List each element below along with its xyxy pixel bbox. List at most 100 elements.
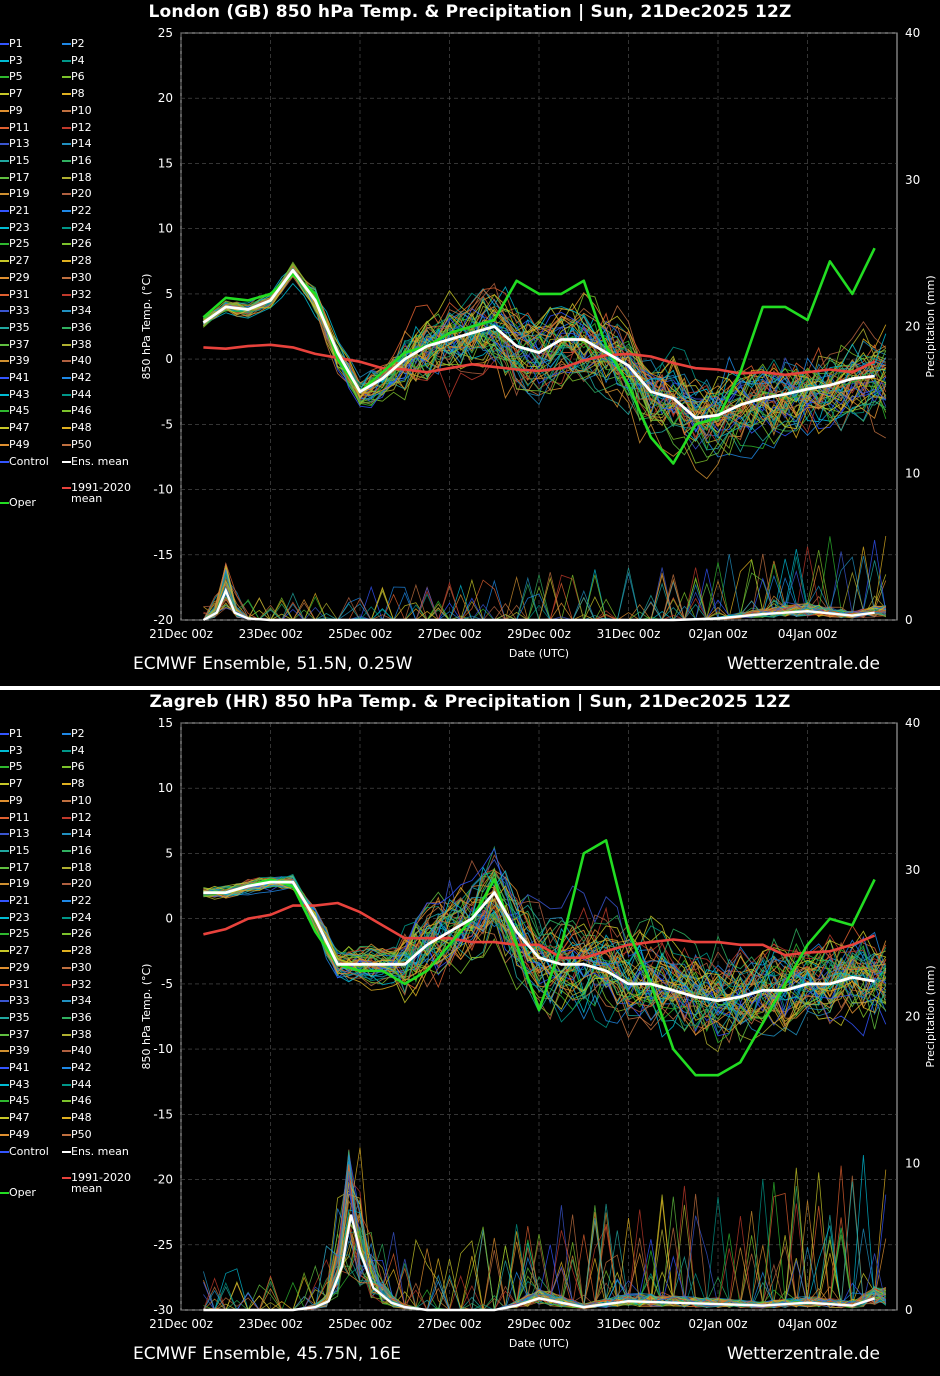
y-tick-label: 0 <box>165 912 173 926</box>
y-tick-label: -5 <box>161 977 173 991</box>
y-tick-label: 25 <box>158 26 173 40</box>
legend-swatch <box>0 326 9 329</box>
x-tick-label: 04Jan 00z <box>778 627 837 641</box>
legend-item: P4 <box>71 53 85 67</box>
y-tick-label: -10 <box>153 1042 173 1056</box>
legend-swatch <box>62 1150 71 1153</box>
legend-swatch <box>62 733 71 735</box>
legend-swatch <box>62 176 71 179</box>
y-tick-label: -20 <box>153 613 173 627</box>
legend-item: P41 <box>9 1061 30 1074</box>
ensemble-precip-line <box>203 1164 886 1311</box>
legend-swatch <box>62 1016 71 1019</box>
legend-swatch <box>0 1117 9 1120</box>
legend-item: P24 <box>71 220 92 234</box>
legend-item: P32 <box>71 977 92 991</box>
x-tick-label: 31Dec 00z <box>597 627 661 641</box>
chart-title: London (GB) 850 hPa Temp. & Precipitatio… <box>148 2 792 22</box>
legend-swatch <box>0 966 9 969</box>
legend-item: P30 <box>71 270 92 284</box>
legend-item: Oper <box>9 496 36 510</box>
ensemble-member-line <box>203 879 887 1044</box>
legend-item: P37 <box>9 1027 30 1041</box>
legend-swatch <box>0 226 9 229</box>
legend-swatch <box>0 59 9 62</box>
legend-swatch <box>62 326 71 329</box>
legend-swatch <box>0 749 9 752</box>
legend-swatch <box>0 460 9 463</box>
legend-swatch <box>0 143 9 146</box>
legend-item: P6 <box>71 760 85 774</box>
x-tick-label: 27Dec 00z <box>418 627 482 641</box>
legend-swatch <box>0 950 9 953</box>
legend-item: P45 <box>9 1094 30 1108</box>
legend-swatch <box>0 916 9 919</box>
legend-item: P11 <box>9 120 30 134</box>
legend-item: Oper <box>9 1186 36 1200</box>
legend-item: P21 <box>9 204 30 217</box>
legend-swatch <box>62 293 71 296</box>
y2-axis-label: Precipitation (mm) <box>924 275 937 377</box>
legend-item: P1 <box>9 727 23 740</box>
legend-item: P2 <box>71 37 85 50</box>
legend-item: P3 <box>9 53 23 67</box>
legend-item: P33 <box>9 304 30 318</box>
legend-swatch <box>62 833 71 836</box>
legend-swatch <box>0 410 9 413</box>
y2-tick-label: 30 <box>905 863 920 877</box>
legend-item: P34 <box>71 994 92 1008</box>
legend-item: P7 <box>9 87 23 101</box>
legend-item: P15 <box>9 153 30 167</box>
y-tick-label: -15 <box>153 1107 173 1121</box>
legend-item: P17 <box>9 860 30 874</box>
legend-swatch <box>62 43 71 45</box>
y-tick-label: -10 <box>153 483 173 497</box>
x-tick-label: 29Dec 00z <box>507 1317 571 1331</box>
legend-item: P19 <box>9 877 30 891</box>
legend-item: P49 <box>9 1127 30 1141</box>
ensemble-member-line <box>203 267 887 413</box>
x-tick-label: 02Jan 00z <box>688 627 747 641</box>
legend-item: P10 <box>71 103 92 117</box>
x-tick-label: 25Dec 00z <box>328 627 392 641</box>
legend-swatch <box>62 1033 71 1036</box>
legend-item: P37 <box>9 337 30 351</box>
legend-swatch <box>62 1133 71 1136</box>
ensemble-precip-line <box>203 1181 887 1311</box>
legend-item: Control <box>9 1144 49 1158</box>
legend-swatch <box>62 1050 71 1053</box>
ensemble-precip-line <box>203 1154 887 1311</box>
legend-swatch <box>62 393 71 396</box>
legend-item: P16 <box>71 153 92 167</box>
y2-tick-label: 20 <box>905 320 920 334</box>
legend-item: P30 <box>71 960 92 974</box>
y-axis-label: 850 hPa Temp. (°C) <box>140 274 153 380</box>
legend-swatch <box>62 109 71 112</box>
legend-item: P20 <box>71 877 92 891</box>
legend-swatch <box>0 983 9 986</box>
legend-swatch <box>0 43 9 45</box>
legend-item: Ens. mean <box>71 1144 129 1158</box>
x-axis-label: Date (UTC) <box>509 647 569 660</box>
x-tick-label: 29Dec 00z <box>507 627 571 641</box>
legend-item: P21 <box>9 894 30 907</box>
legend-swatch <box>62 460 71 463</box>
y-axis-label: 850 hPa Temp. (°C) <box>140 964 153 1070</box>
legend-swatch <box>0 1033 9 1036</box>
legend-swatch <box>62 766 71 769</box>
legend-item: P7 <box>9 777 23 791</box>
legend-item: P40 <box>71 354 92 368</box>
legend-swatch <box>62 343 71 346</box>
legend-swatch <box>0 866 9 869</box>
y2-tick-label: 0 <box>905 1303 913 1317</box>
legend-item: P36 <box>71 1010 92 1024</box>
legend-item: P32 <box>71 287 92 301</box>
legend-item: P34 <box>71 304 92 318</box>
y2-tick-label: 0 <box>905 613 913 627</box>
legend-swatch <box>62 193 71 196</box>
ensemble-precip-line <box>203 1161 887 1311</box>
legend-swatch <box>0 1100 9 1103</box>
footer-model: ECMWF Ensemble, 51.5N, 0.25W <box>133 654 413 674</box>
legend-swatch <box>62 900 71 902</box>
ensemble-precip-line <box>203 1156 887 1311</box>
